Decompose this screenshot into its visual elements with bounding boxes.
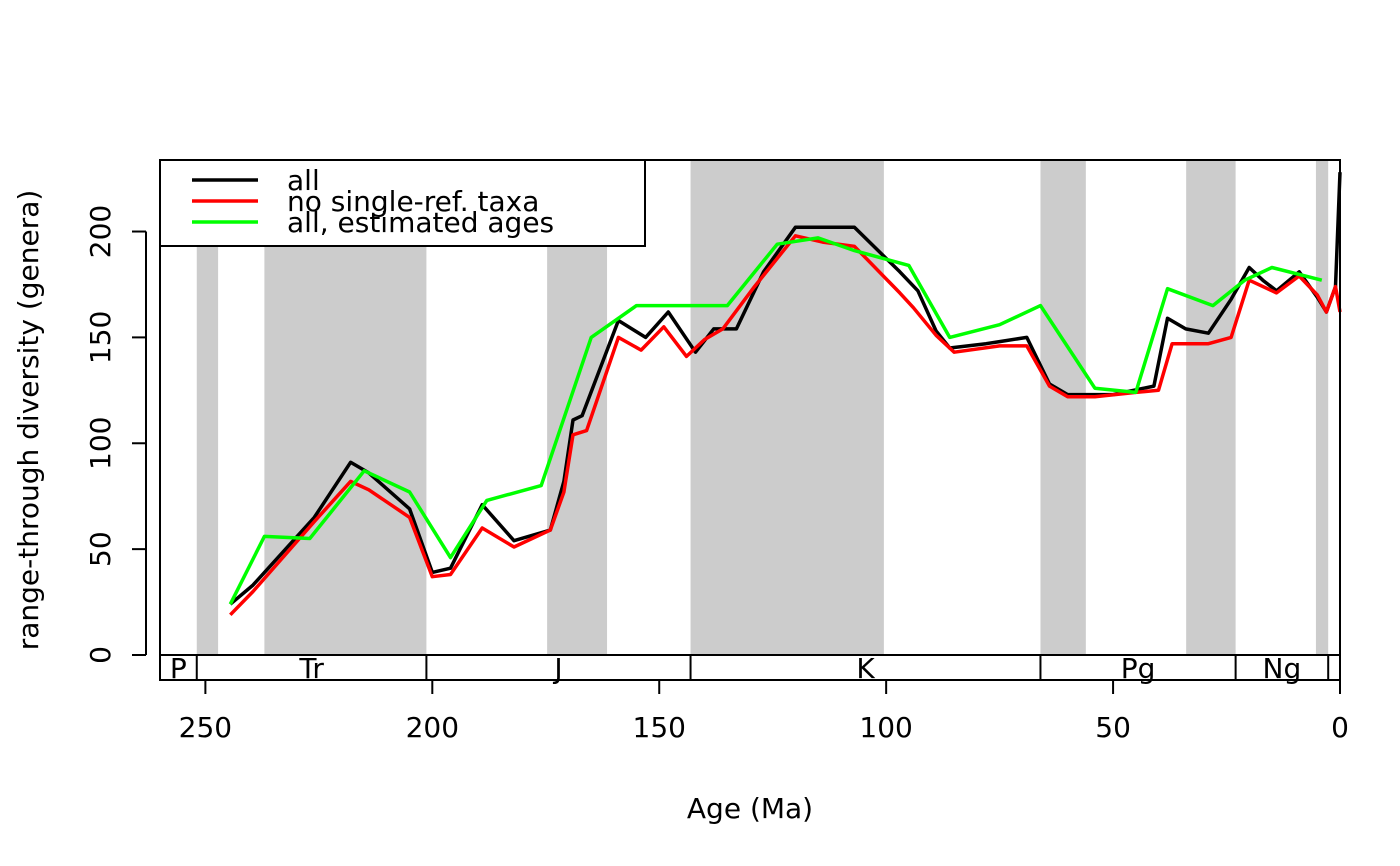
y-axis: 0 50 100 150 200 [84, 205, 147, 664]
x-tick-label: 100 [859, 711, 912, 744]
y-tick-label: 0 [84, 646, 117, 664]
x-tick-label: 50 [1095, 711, 1131, 744]
y-tick-label: 200 [84, 205, 117, 258]
x-tick-label: 0 [1331, 711, 1349, 744]
period-label: K [856, 652, 875, 685]
x-axis: 250 200 150 100 50 0 [179, 679, 1349, 744]
stage-band [690, 160, 884, 655]
x-tick-label: 150 [633, 711, 686, 744]
stage-band [1315, 160, 1329, 655]
legend-box [159, 159, 646, 247]
stage-bands [196, 160, 1329, 655]
y-tick-label: 150 [84, 311, 117, 364]
stage-band [196, 160, 219, 655]
legend-label: all, estimated ages [287, 206, 554, 239]
y-tick-label: 50 [84, 531, 117, 567]
legend-label: all [287, 164, 320, 197]
period-label: J [552, 652, 562, 685]
period-strip: P Tr J K Pg Ng [160, 652, 1340, 685]
series-line-2 [228, 236, 1323, 605]
stage-band [1040, 160, 1086, 655]
x-axis-title: Age (Ma) [687, 792, 813, 825]
period-label: P [170, 652, 187, 685]
x-tick-label: 250 [179, 711, 232, 744]
x-tick-label: 200 [406, 711, 459, 744]
y-axis-title: range-through diversity (genera) [12, 190, 45, 651]
legend-label: no single-ref. taxa [287, 185, 539, 218]
series-line-1 [229, 234, 1342, 617]
y-tick-label: 100 [84, 417, 117, 470]
series-layer [228, 172, 1342, 617]
stage-band [1186, 160, 1236, 655]
